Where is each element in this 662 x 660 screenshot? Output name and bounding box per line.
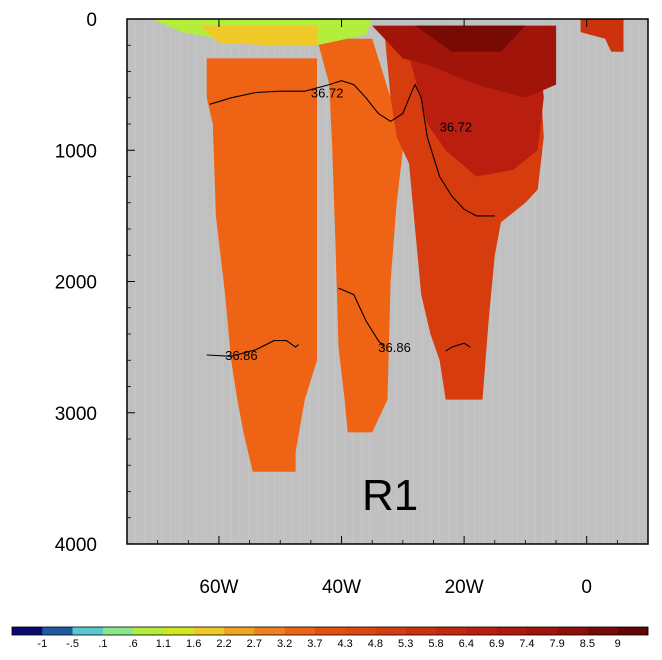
colorbar-label: 9 xyxy=(615,638,621,650)
colorbar-swatch xyxy=(617,627,649,635)
colorbar-swatch xyxy=(314,627,346,635)
colorbar-label: 6.4 xyxy=(459,638,474,650)
colorbar-swatch xyxy=(133,627,164,635)
colorbar-swatch xyxy=(284,627,316,635)
contour-label: 36.72 xyxy=(440,120,473,135)
x-tick-label: 40W xyxy=(322,577,361,598)
colorbar-swatch xyxy=(193,627,225,635)
colorbar-swatch xyxy=(466,627,497,635)
salinity-contours: 36.72 36.72 36.86 36.86 xyxy=(206,80,495,363)
x-tick-label: 20W xyxy=(445,577,484,598)
colorbar-swatch xyxy=(345,627,376,635)
colorbar-swatch xyxy=(587,627,619,635)
contour-label: 36.86 xyxy=(378,340,411,355)
filled-region xyxy=(372,25,557,98)
colorbar-label: 1.6 xyxy=(186,638,201,650)
colorbar-label: 5.8 xyxy=(428,638,443,650)
filled-region xyxy=(317,38,403,433)
axes: 60W 40W 20W 0 0 1000 2000 3000 4000 xyxy=(55,10,618,598)
filled-region xyxy=(206,58,317,472)
colorbar-label: -.5 xyxy=(66,638,79,650)
colorbar-label: 1.1 xyxy=(156,638,171,650)
colorbar-swatch xyxy=(436,627,467,635)
contour-line xyxy=(209,80,495,217)
contour-line xyxy=(338,287,385,348)
filled-region xyxy=(580,19,624,52)
colorbar-swatch xyxy=(102,627,134,635)
colorbar-label: 3.2 xyxy=(277,638,292,650)
contour-label: 36.72 xyxy=(311,86,344,101)
colorbar-label: .1 xyxy=(98,638,107,650)
x-tick-label: 0 xyxy=(581,577,592,598)
colorbar-swatch xyxy=(224,627,255,635)
colorbar-label: 6.9 xyxy=(489,638,504,650)
colorbar-label: 2.2 xyxy=(216,638,231,650)
colorbar-label: .6 xyxy=(129,638,138,650)
colorbar: -1 -.5 .1 .6 1.1 1.6 2.2 2.7 3.2 3.7 4.3 4.8 5.3 5.8 6… xyxy=(11,626,649,650)
colorbar-swatch xyxy=(526,627,558,635)
colorbar-label: 5.3 xyxy=(398,638,413,650)
y-tick-label: 4000 xyxy=(55,535,97,556)
colorbar-swatch xyxy=(12,627,43,635)
filled-region xyxy=(415,25,526,52)
grid-texture xyxy=(127,19,640,544)
colorbar-label: 3.7 xyxy=(307,638,322,650)
y-tick-label: 3000 xyxy=(55,404,97,425)
temperature-fill xyxy=(151,19,624,472)
colorbar-swatch xyxy=(557,627,588,635)
colorbar-swatch xyxy=(72,627,104,635)
colorbar-swatch xyxy=(405,627,437,635)
colorbar-swatch xyxy=(375,627,407,635)
colorbar-swatch xyxy=(254,627,285,635)
contour-line xyxy=(445,342,471,352)
colorbar-label: 2.7 xyxy=(247,638,262,650)
colorbar-swatch xyxy=(42,627,73,635)
colorbar-label: 4.8 xyxy=(368,638,383,650)
colorbar-label: 7.4 xyxy=(519,638,534,650)
panel-label: R1 xyxy=(362,471,418,520)
colorbar-label: 4.3 xyxy=(337,638,352,650)
colorbar-frame xyxy=(11,626,649,636)
colorbar-swatch xyxy=(163,627,195,635)
y-tick-label: 2000 xyxy=(55,273,97,294)
filled-region xyxy=(200,25,317,46)
colorbar-label: 7.9 xyxy=(549,638,564,650)
contour-line xyxy=(206,340,299,357)
colorbar-label: 8.5 xyxy=(580,638,595,650)
y-tick-label: 0 xyxy=(86,10,97,31)
x-tick-label: 60W xyxy=(199,577,238,598)
colorbar-swatch xyxy=(496,627,528,635)
colorbar-label: -1 xyxy=(37,638,47,650)
contour-label: 36.86 xyxy=(225,348,258,363)
y-tick-label: 1000 xyxy=(55,141,97,162)
